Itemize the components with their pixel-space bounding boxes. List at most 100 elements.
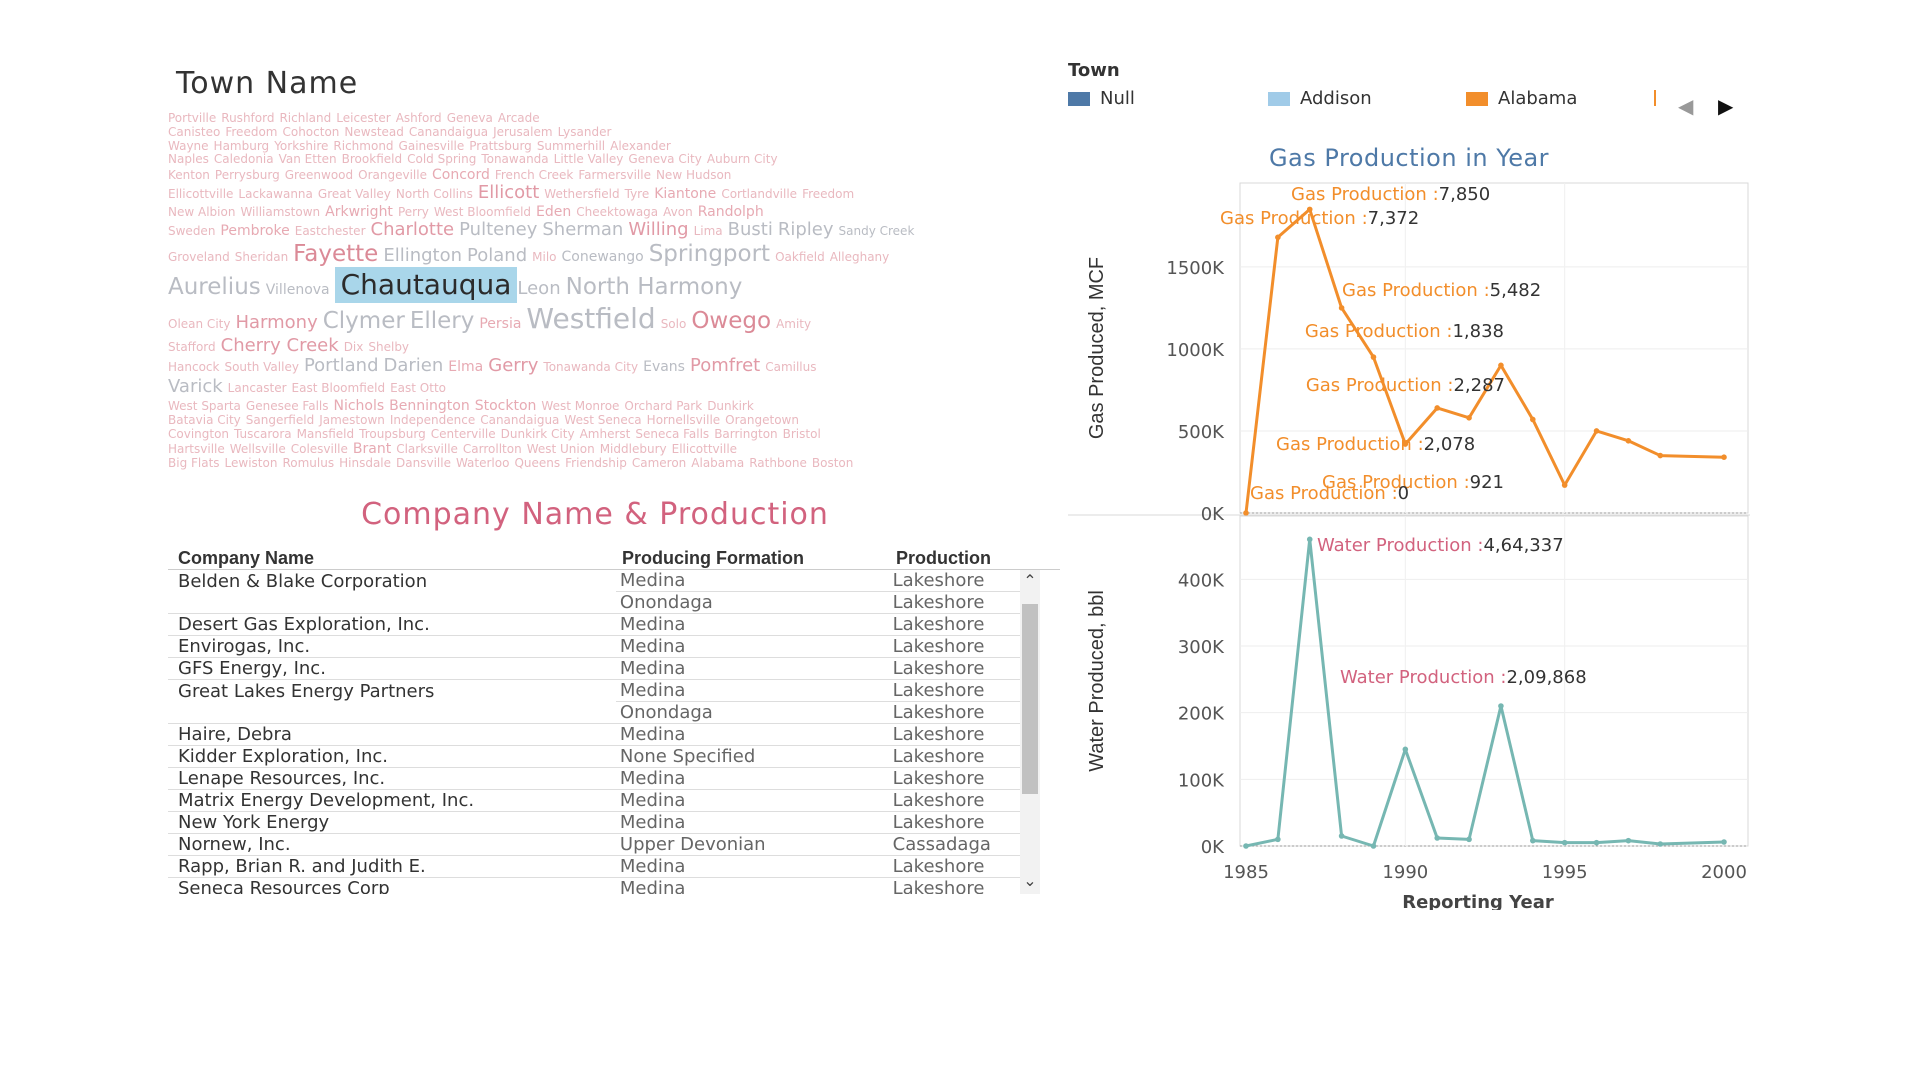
town-word[interactable]: Brookfield (341, 152, 403, 167)
town-word[interactable]: Tonawanda (481, 152, 549, 167)
town-word[interactable]: Avon (663, 204, 693, 219)
town-word[interactable]: Genesee Falls (245, 398, 329, 413)
table-scrollbar[interactable]: ⌃ ⌄ (1020, 570, 1040, 894)
town-word[interactable]: Cheektowaga (576, 204, 659, 219)
town-word[interactable]: Lima (693, 224, 723, 239)
town-word[interactable]: Stafford (168, 339, 216, 354)
town-word[interactable]: Richmond (333, 138, 394, 153)
town-word[interactable]: Centerville (430, 426, 496, 441)
town-word[interactable]: Evans (643, 359, 685, 376)
legend-item-alabama[interactable]: Alabama (1466, 88, 1577, 109)
town-word[interactable]: Summerhill (536, 138, 606, 153)
town-word[interactable]: Covington (168, 426, 230, 441)
town-word[interactable]: Caledonia (213, 152, 274, 167)
town-word[interactable]: Freedom (225, 124, 278, 139)
town-word[interactable]: New Albion (168, 204, 236, 219)
town-word[interactable]: Cold Spring (407, 152, 477, 167)
town-word[interactable]: Queens (514, 456, 561, 471)
town-word[interactable]: Charlotte (370, 219, 455, 241)
town-word[interactable]: West Bloomfield (433, 204, 532, 219)
town-word[interactable]: Amherst (579, 426, 631, 441)
town-word[interactable]: French Creek (494, 168, 574, 183)
town-word[interactable]: Great Valley (317, 187, 391, 202)
town-word[interactable]: Hamburg (213, 138, 270, 153)
town-word[interactable]: Camillus (765, 360, 817, 375)
town-word[interactable]: Van Etten (278, 152, 337, 167)
town-word[interactable]: Leicester (336, 112, 391, 125)
town-word[interactable]: West Seneca (564, 412, 642, 427)
town-word[interactable]: Orangeville (358, 168, 427, 183)
town-word[interactable]: Dunkirk City (500, 426, 575, 441)
town-word[interactable]: Wethersfield (544, 187, 620, 202)
table-row[interactable]: Onondaga Lakeshore (168, 702, 1020, 724)
town-word[interactable]: Nichols (333, 397, 385, 414)
town-word[interactable]: Busti (727, 219, 773, 241)
town-word[interactable]: Arcade (497, 112, 540, 125)
table-row[interactable]: Lenape Resources, Inc. Medina Lakeshore (168, 768, 1020, 790)
town-word[interactable]: Villenova (265, 282, 330, 299)
town-word[interactable]: Mansfield (296, 426, 355, 441)
town-word[interactable]: Olean City (168, 317, 231, 332)
town-word[interactable]: Solo (660, 317, 687, 332)
town-word[interactable]: Richland (279, 112, 332, 125)
town-word[interactable]: Waterloo (455, 456, 510, 471)
town-word[interactable]: Independence (389, 412, 476, 427)
town-word[interactable]: Clarksville (396, 442, 458, 457)
column-header-formation[interactable]: Producing Formation (622, 548, 804, 568)
town-word[interactable]: Jamestown (319, 412, 385, 427)
town-word[interactable]: Canandaigua (480, 412, 560, 427)
town-word[interactable]: Poland (467, 244, 528, 266)
town-word[interactable]: Orchard Park (624, 398, 703, 413)
town-word[interactable]: Groveland (168, 249, 230, 264)
town-word[interactable]: Cameron (631, 456, 687, 471)
table-row[interactable]: New York Energy Medina Lakeshore (168, 812, 1020, 834)
town-word[interactable]: Conewango (561, 248, 644, 265)
town-word[interactable]: Jerusalem (493, 124, 553, 139)
town-word[interactable]: Naples (168, 152, 209, 167)
town-word[interactable]: Clymer (322, 308, 405, 335)
town-word[interactable]: Canisteo (168, 124, 221, 139)
table-row[interactable]: Envirogas, Inc. Medina Lakeshore (168, 636, 1020, 658)
town-word[interactable]: Westfield (526, 302, 656, 336)
town-word[interactable]: East Bloomfield (291, 380, 386, 395)
town-word[interactable]: Willing (628, 219, 689, 241)
town-word[interactable]: Alabama (691, 456, 745, 471)
legend-item-null[interactable]: Null (1068, 88, 1135, 109)
town-word[interactable]: West Sparta (168, 398, 241, 413)
town-word[interactable]: Eden (536, 203, 572, 220)
scroll-up-icon[interactable]: ⌃ (1023, 573, 1037, 590)
town-word[interactable]: Tyre (624, 187, 650, 202)
town-word[interactable]: Canandaigua (408, 124, 489, 139)
town-word[interactable]: Varick (168, 375, 223, 397)
town-word[interactable]: Lackawanna (238, 187, 313, 202)
town-word[interactable]: Bristol (782, 426, 821, 441)
town-word[interactable]: Williamstown (240, 204, 321, 219)
town-word[interactable]: Boston (811, 456, 854, 471)
town-word[interactable]: Ellington (383, 244, 463, 266)
town-word[interactable]: Dix (343, 339, 364, 354)
town-word[interactable]: Gerry (488, 355, 539, 377)
town-word[interactable]: Aurelius (168, 274, 261, 301)
table-row[interactable]: Seneca Resources Corp Medina Lakeshore (168, 878, 1020, 894)
town-word[interactable]: New Hudson (655, 168, 732, 183)
town-word[interactable]: Sandy Creek (838, 224, 915, 239)
town-word[interactable]: Sweden (168, 224, 216, 239)
town-word[interactable]: Rushford (221, 112, 275, 125)
legend-next-icon[interactable]: ▶ (1718, 96, 1734, 118)
town-word[interactable]: Portland (303, 355, 379, 377)
town-word[interactable]: Persia (479, 316, 522, 333)
town-word[interactable]: Pembroke (220, 223, 290, 240)
town-word[interactable]: Fayette (293, 240, 379, 267)
town-word[interactable]: Romulus (282, 456, 335, 471)
column-header-company[interactable]: Company Name (178, 548, 315, 568)
town-word[interactable]: Lancaster (227, 380, 287, 395)
town-word[interactable]: West Monroe (541, 398, 620, 413)
town-word[interactable]: Cherry Creek (220, 334, 339, 356)
town-word[interactable]: Greenwood (284, 168, 354, 183)
town-word[interactable]: Geneva (446, 112, 493, 125)
town-word[interactable]: Sherman (542, 219, 624, 241)
town-word[interactable]: Hinsdale (339, 456, 392, 471)
scroll-thumb[interactable] (1022, 604, 1038, 794)
town-word[interactable]: Owego (691, 308, 772, 335)
column-header-production[interactable]: Production (896, 548, 991, 568)
